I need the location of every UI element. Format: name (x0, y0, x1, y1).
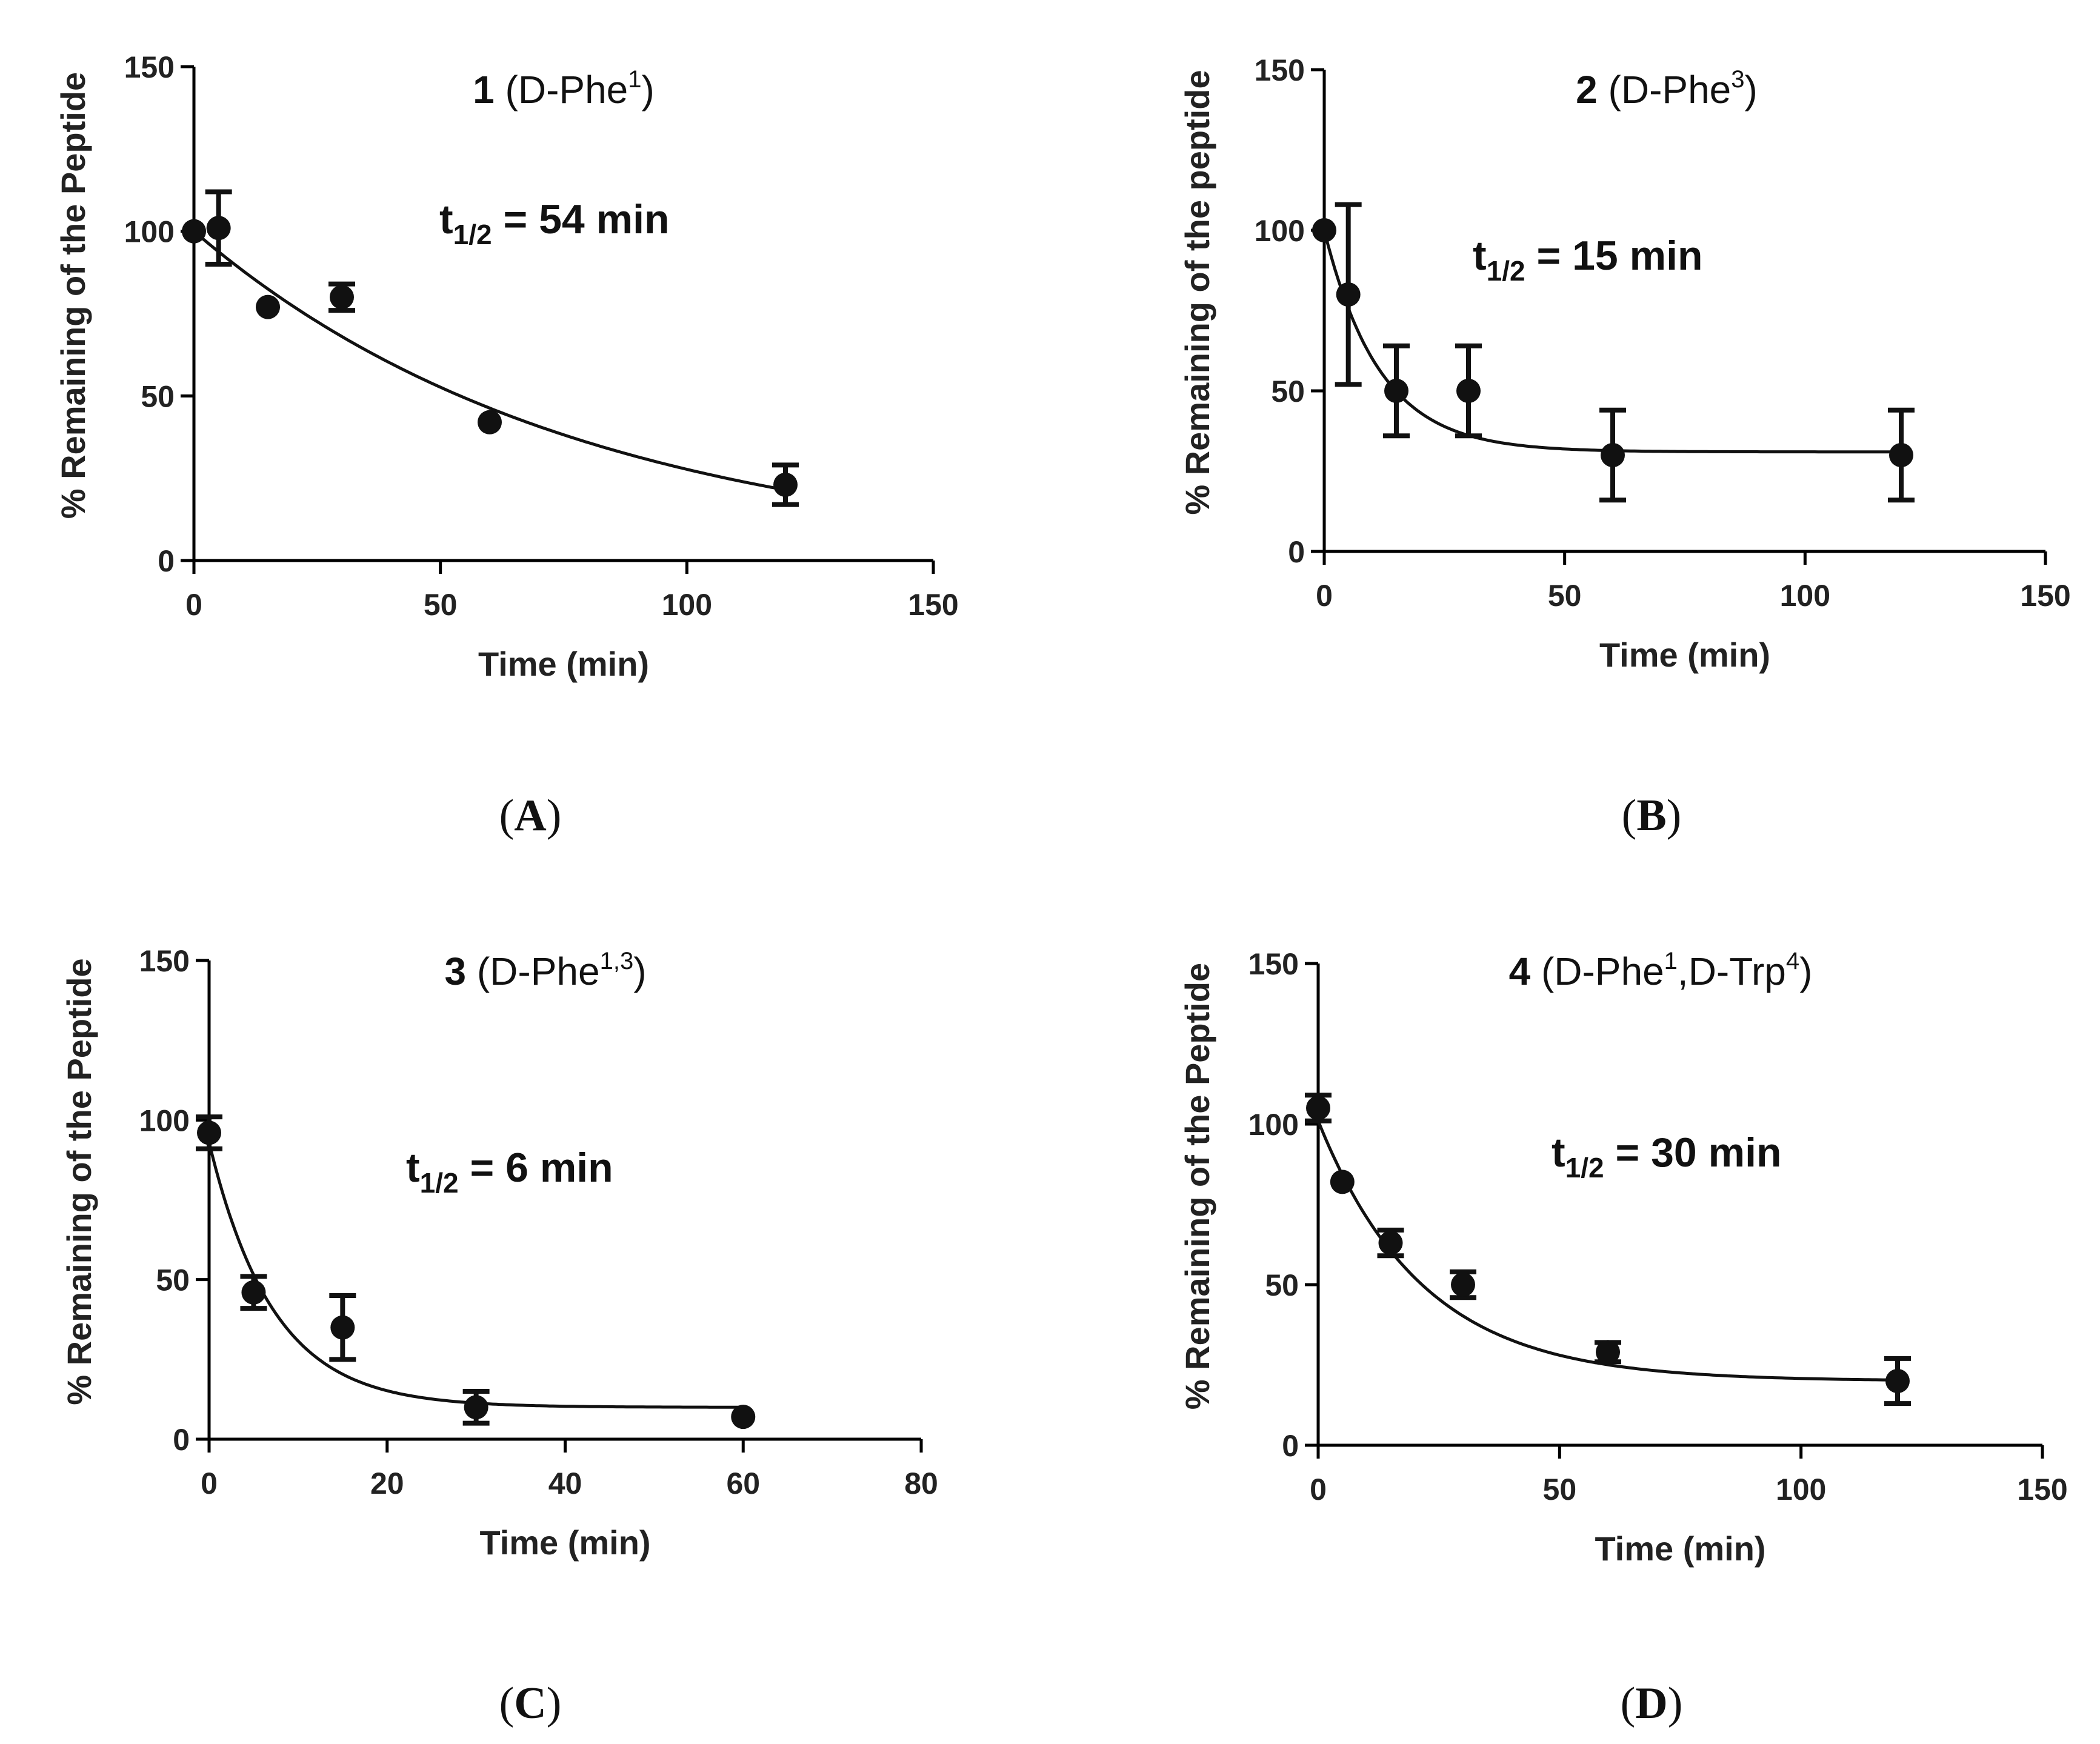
y-tick-label: 100 (139, 1103, 190, 1137)
y-axis-title: % Remaining of the Peptide (60, 958, 98, 1405)
y-tick-label: 150 (139, 944, 190, 978)
panel-title: 1 (D-Phe1) (473, 66, 655, 111)
y-tick-label: 100 (1248, 1108, 1299, 1142)
panel-title: 2 (D-Phe3) (1576, 66, 1758, 111)
y-tick-label: 150 (1255, 53, 1305, 87)
x-tick-label: 0 (1316, 579, 1333, 613)
x-tick-label: 150 (2017, 1473, 2067, 1506)
data-point (256, 295, 280, 319)
y-tick-label: 0 (1282, 1429, 1299, 1463)
panel-c-chart: 0 50 100 150 0 20 40 60 80 Time (min) % Remaining … (60, 944, 938, 1728)
data-point (1456, 379, 1481, 403)
data-point (197, 1120, 221, 1145)
x-axis-title: Time (min) (1599, 636, 1770, 674)
panel-letter-label: (B) (1622, 791, 1682, 840)
x-tick-label: 100 (662, 588, 712, 622)
y-tick-label: 100 (124, 215, 175, 249)
y-tick-label: 150 (124, 50, 175, 84)
data-point (731, 1405, 756, 1429)
x-tick-label: 50 (1548, 579, 1582, 613)
x-tick-label: 60 (726, 1466, 760, 1500)
x-axis-title: Time (min) (478, 645, 649, 683)
data-point (1312, 218, 1336, 242)
x-tick-label: 0 (185, 588, 202, 622)
data-point (1384, 379, 1408, 403)
y-tick-label: 50 (141, 379, 175, 413)
half-life-label: t1/2 = 15 min (1473, 233, 1703, 287)
y-tick-label: 50 (156, 1263, 190, 1297)
data-point (773, 473, 798, 498)
panel-title: 4 (D-Phe1,D-Trp4) (1509, 948, 1813, 993)
fit-curve (1316, 1120, 1898, 1382)
panel-b-chart: 0 50 100 150 0 50 100 150 Time (min) % Remaining … (1178, 53, 2071, 840)
data-point (241, 1280, 266, 1305)
data-point (1601, 443, 1625, 467)
data-point (206, 216, 231, 241)
x-tick-label: 50 (424, 588, 458, 622)
x-tick-label: 20 (370, 1466, 404, 1500)
y-tick-label: 150 (1248, 947, 1299, 981)
y-tick-label: 0 (1288, 535, 1305, 569)
panel-letter-label: (D) (1621, 1679, 1683, 1728)
x-tick-label: 100 (1780, 579, 1830, 613)
data-point (1306, 1096, 1330, 1120)
data-point (1336, 282, 1361, 307)
x-tick-label: 150 (908, 588, 958, 622)
panel-title: 3 (D-Phe1,3) (444, 948, 646, 993)
x-tick-label: 100 (1776, 1473, 1826, 1506)
y-tick-label: 100 (1255, 214, 1305, 248)
y-tick-label: 50 (1265, 1268, 1299, 1302)
panel-d-chart: 0 50 100 150 0 50 100 150 Time (min) % Remaining … (1178, 947, 2068, 1728)
data-point (330, 285, 354, 310)
x-tick-label: 0 (1310, 1473, 1327, 1506)
panel-letter-label: (A) (499, 791, 562, 840)
half-life-label: t1/2 = 54 min (439, 196, 670, 250)
data-point (478, 410, 502, 434)
y-axis-title: % Remaining of the peptide (1178, 70, 1216, 514)
y-tick-label: 0 (173, 1423, 190, 1457)
y-tick-label: 0 (158, 544, 175, 578)
data-point (1889, 443, 1913, 467)
panel-letter-label: (C) (499, 1679, 562, 1728)
y-axis-title: % Remaining of the Peptide (54, 72, 92, 519)
x-tick-label: 50 (1543, 1473, 1577, 1506)
data-point (330, 1315, 355, 1340)
half-life-label: t1/2 = 30 min (1552, 1130, 1782, 1183)
x-tick-label: 150 (2020, 579, 2070, 613)
y-axis-title: % Remaining of the Peptide (1178, 963, 1216, 1410)
panel-a-chart: 0 50 100 150 0 50 100 150 Time (min) % Remaining … (54, 50, 959, 840)
data-point (182, 219, 206, 244)
x-axis-title: Time (min) (479, 1523, 650, 1562)
x-tick-label: 0 (201, 1466, 218, 1500)
half-life-label: t1/2 = 6 min (406, 1145, 613, 1199)
x-axis-title: Time (min) (1595, 1529, 1765, 1568)
data-point (464, 1395, 488, 1420)
data-point (1378, 1231, 1403, 1256)
x-tick-label: 80 (904, 1466, 938, 1500)
x-tick-label: 40 (548, 1466, 582, 1500)
data-point (1596, 1340, 1620, 1365)
y-tick-label: 50 (1271, 374, 1305, 408)
fit-curve (193, 230, 786, 492)
data-point (1330, 1170, 1355, 1194)
data-point (1451, 1273, 1475, 1297)
data-point (1885, 1369, 1910, 1393)
